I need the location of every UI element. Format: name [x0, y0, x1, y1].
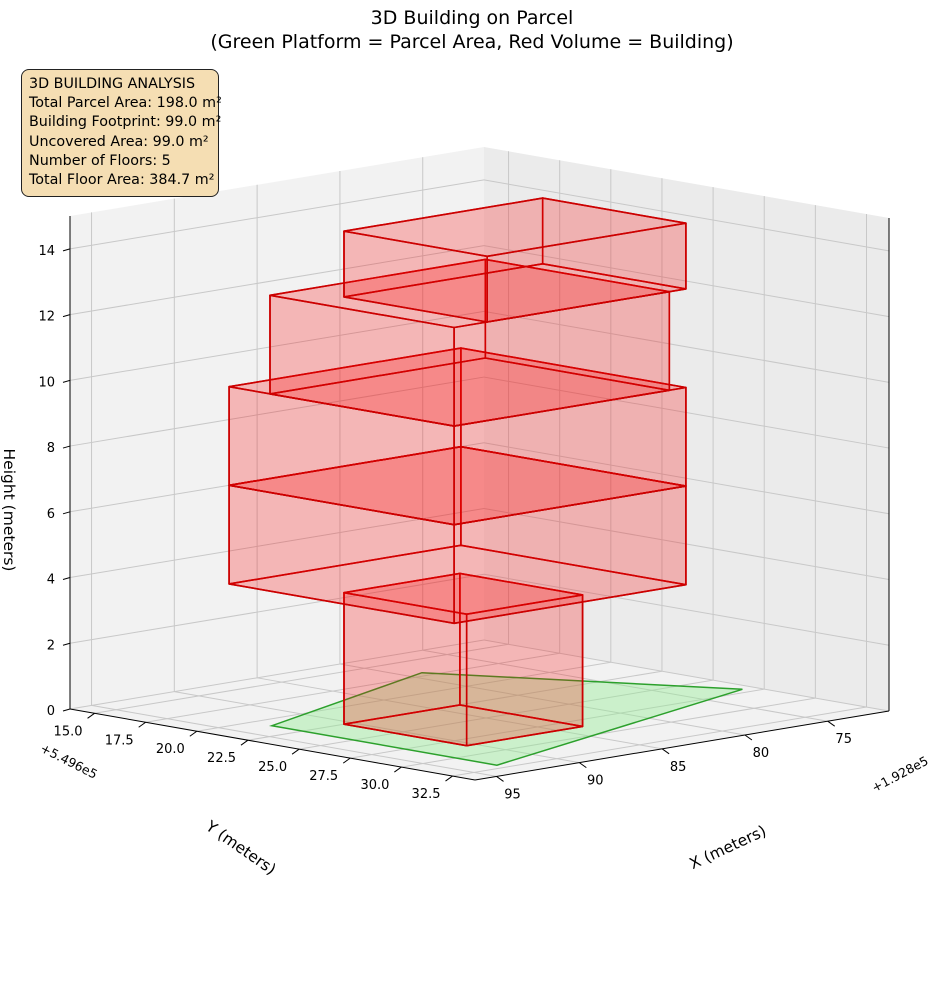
x-tick-mark [189, 730, 198, 737]
y-tick-mark [661, 748, 670, 755]
x-tick-mark [240, 739, 249, 746]
grid-line-z [69, 245, 485, 316]
grid-line-z [483, 179, 890, 252]
analysis-info-box: 3D BUILDING ANALYSIS Total Parcel Area: … [21, 69, 222, 198]
y-tick-mark [827, 720, 836, 727]
chart-title-line1: 3D Building on Parcel [370, 7, 574, 29]
grid-line-z [483, 573, 890, 646]
x-tick-mark [445, 775, 453, 782]
grid-line-z [69, 508, 485, 579]
x-tick-label: 20.0 [156, 742, 185, 757]
grid-line-y [422, 649, 828, 722]
z-tick-label: 4 [47, 573, 55, 588]
x-axis-line [69, 708, 476, 781]
z-tick-mark [62, 577, 71, 581]
grid-line-z [69, 376, 485, 447]
grid-line-z [69, 179, 485, 250]
y-tick-mark [579, 762, 587, 769]
y-axis-line [474, 710, 890, 781]
grid-line-z [69, 639, 485, 710]
z-tick-label: 6 [47, 507, 55, 522]
grid-line-y [257, 677, 663, 750]
z-tick-mark [62, 511, 71, 515]
x-tick-label: 32.5 [412, 787, 441, 802]
grid-line-y [339, 663, 746, 736]
y-tick-mark [496, 776, 504, 782]
grid-line-x [94, 643, 509, 714]
chart-title-line2: (Green Platform = Parcel Area, Red Volum… [210, 31, 734, 53]
x-tick-mark [291, 748, 300, 755]
grid-line-y [174, 691, 580, 764]
y-offset-label: +5.496e5 [38, 740, 100, 781]
building-floor-box [343, 197, 687, 323]
z-tick-mark [62, 445, 71, 449]
grid-line-y [91, 704, 497, 777]
y-axis-label: Y (meters) [202, 817, 280, 879]
building-face [269, 258, 671, 329]
info-line-floors: Number of Floors: 5 [29, 152, 171, 169]
left-wall-pane [70, 147, 484, 709]
building-floor-box [228, 347, 687, 526]
x-tick-label: 22.5 [207, 751, 236, 766]
scene-objects [228, 197, 743, 766]
info-line-heading: 3D BUILDING ANALYSIS [29, 76, 196, 92]
grid-line-z [69, 573, 485, 644]
x-tick-mark [342, 757, 351, 764]
building-floor-box [269, 258, 671, 427]
grid-line-x [350, 688, 765, 759]
z-tick-mark [62, 708, 71, 712]
y-tick-label: 75 [835, 732, 852, 747]
x-tick-mark [87, 712, 95, 719]
z-tick-label: 0 [47, 704, 55, 719]
building-floor-box [343, 572, 584, 747]
z-tick-mark [62, 379, 71, 383]
grid-line-z [69, 310, 485, 381]
z-tick-mark [62, 248, 71, 252]
grid-line-x [145, 652, 560, 723]
x-tick-label: 25.0 [258, 760, 287, 775]
building-face [343, 197, 687, 258]
info-line-floor-area: Total Floor Area: 384.7 m² [29, 172, 215, 189]
y-tick-label: 90 [587, 774, 604, 789]
x-tick-mark [138, 721, 146, 728]
x-tick-label: 17.5 [105, 733, 134, 748]
x-axis-label: X (meters) [687, 822, 769, 873]
info-line-parcel-area: Total Parcel Area: 198.0 m² [29, 95, 222, 112]
grid-line-x [196, 661, 611, 732]
z-tick-label: 10 [38, 375, 55, 390]
grid-line-x [299, 679, 714, 750]
grid-line-z [483, 639, 890, 712]
grid-line-z [483, 310, 890, 383]
z-tick-mark [62, 314, 71, 318]
z-tick-label: 12 [38, 310, 55, 325]
grid-line-x [452, 706, 867, 777]
tick-labels: 15.017.520.022.525.027.530.032.575808590… [38, 244, 852, 803]
grid-line-x [401, 697, 816, 768]
z-tick-label: 8 [47, 441, 55, 456]
info-line-uncovered: Uncovered Area: 99.0 m² [29, 133, 209, 150]
building-face [343, 572, 584, 616]
x-offset-label: +1.928e5 [869, 753, 931, 795]
x-tick-label: 15.0 [54, 724, 83, 739]
y-tick-label: 95 [504, 787, 521, 802]
z-tick-mark [62, 642, 71, 646]
x-tick-label: 30.0 [360, 778, 389, 793]
grid-lines [69, 151, 890, 777]
y-tick-label: 85 [670, 760, 687, 775]
axis-lines [69, 216, 890, 781]
parcel-platform [268, 671, 743, 766]
z-tick-label: 14 [38, 244, 55, 259]
z-axis-label: Height (meters) [0, 449, 18, 572]
info-line-footprint: Building Footprint: 99.0 m² [29, 114, 222, 131]
y-tick-label: 80 [753, 746, 770, 761]
x-tick-label: 27.5 [309, 769, 338, 784]
x-tick-mark [394, 766, 402, 773]
y-tick-mark [744, 734, 753, 741]
z-tick-label: 2 [47, 638, 55, 653]
